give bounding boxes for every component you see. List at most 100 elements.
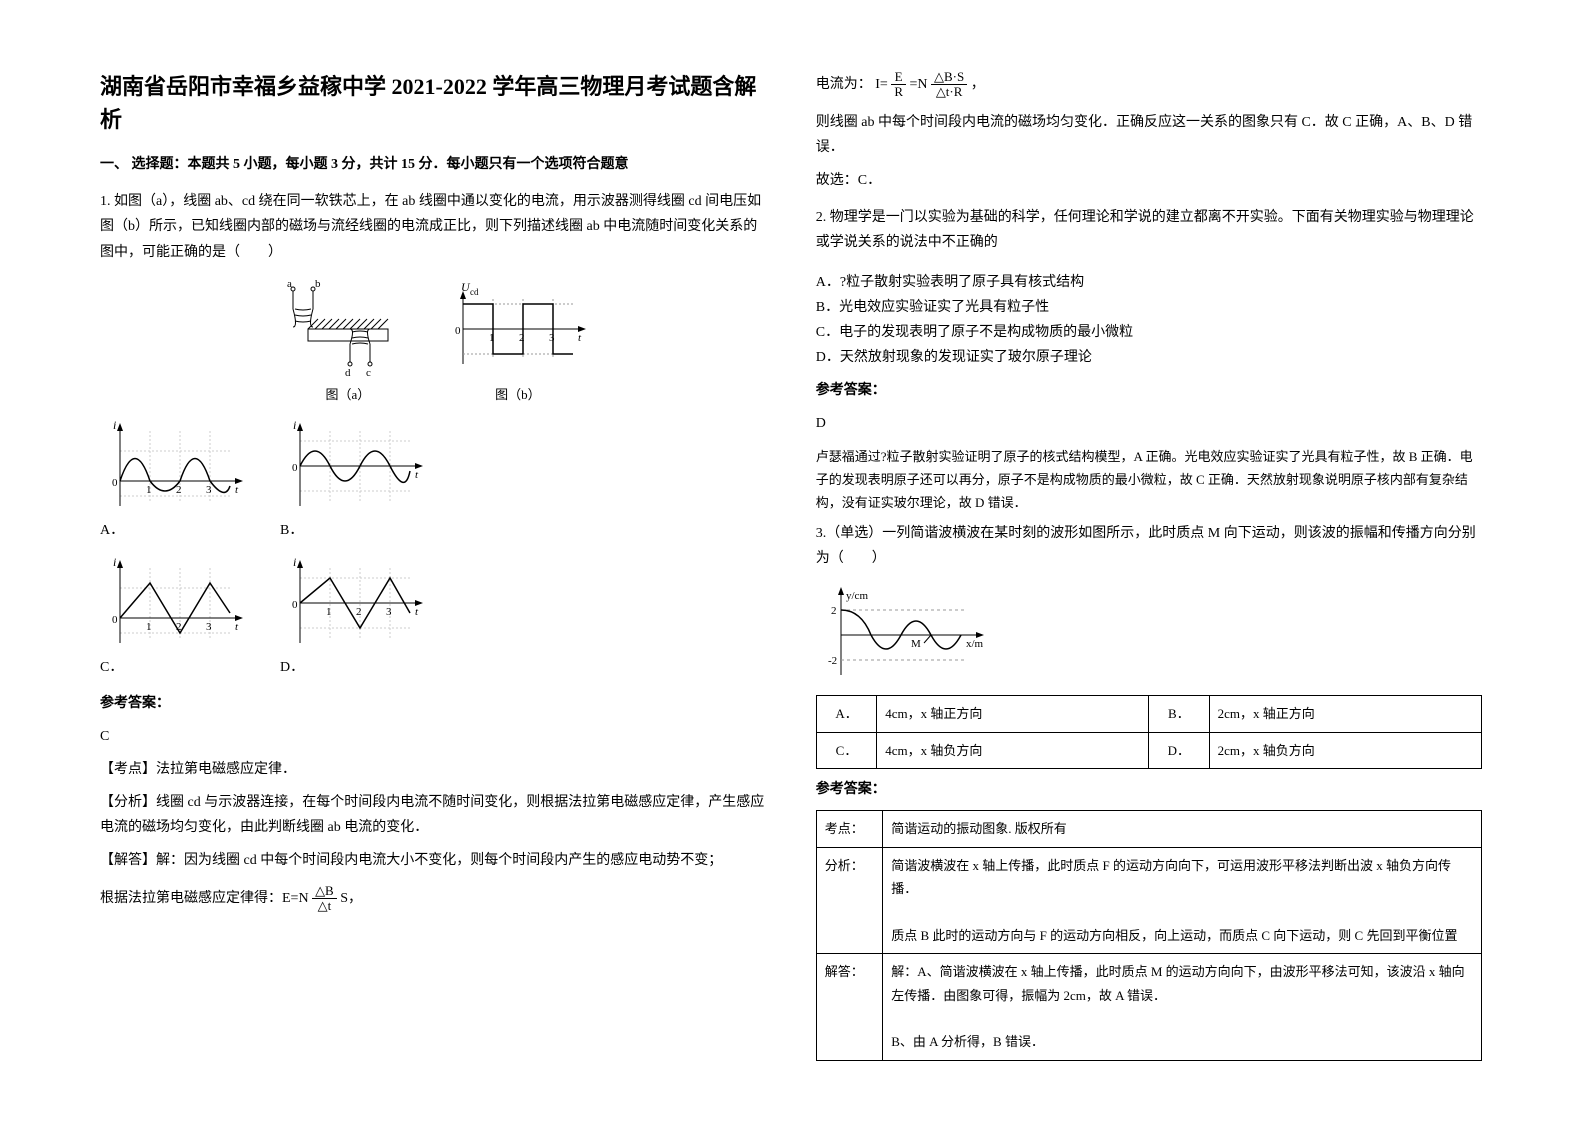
- option-d-chart-icon: 0 1 2 3 t i: [280, 553, 430, 653]
- current-formula-line: 电流为： I= E R =N △B·S △t·R ，: [816, 70, 1482, 100]
- right-column: 电流为： I= E R =N △B·S △t·R ， 则线圈 ab 中每个时间段…: [816, 70, 1482, 1052]
- q2-text: 2. 物理学是一门以实验为基础的科学，任何理论和学说的建立都离不开实验。下面有关…: [816, 205, 1482, 255]
- svg-text:-2: -2: [828, 655, 837, 667]
- svg-text:t: t: [415, 606, 419, 618]
- svg-text:M: M: [911, 638, 921, 650]
- svg-text:t: t: [578, 332, 582, 344]
- svg-text:i: i: [113, 418, 116, 432]
- q1-options-ab: 0 1 2 3 t i A．: [100, 416, 766, 543]
- current-eq1: I=: [875, 77, 888, 92]
- q3-answer-label: 参考答案：: [816, 777, 1482, 802]
- svg-text:3: 3: [206, 621, 212, 633]
- svg-text:1: 1: [146, 484, 152, 496]
- svg-text:0: 0: [112, 477, 118, 489]
- svg-text:1: 1: [326, 606, 332, 618]
- frac1-num: E: [891, 70, 906, 85]
- current-prefix: 电流为：: [816, 77, 872, 92]
- q2-opt-b: B．光电效应实验证实了光具有粒子性: [816, 295, 1482, 320]
- option-d-label: D．: [280, 655, 304, 680]
- option-a-chart-icon: 0 1 2 3 t i: [100, 416, 250, 516]
- coil-diagram-icon: a b d c: [273, 279, 423, 379]
- opt-d-text: 2cm，x 轴负方向: [1209, 732, 1481, 768]
- option-b-chart-icon: 0 t i: [280, 416, 430, 516]
- figure-a: a b d c 图（a）: [273, 279, 423, 406]
- ucd-waveform-icon: U cd 0 1 2 3: [443, 279, 593, 379]
- svg-text:0: 0: [292, 599, 298, 611]
- q2-opt-d: D．天然放射现象的发现证实了玻尔原子理论: [816, 345, 1482, 370]
- opt-a-label: A．: [816, 696, 877, 732]
- fenxi-label: 分析：: [816, 847, 882, 954]
- svg-text:0: 0: [112, 614, 118, 626]
- frac1-den: R: [891, 85, 906, 99]
- svg-text:2: 2: [176, 621, 182, 633]
- frac-num: △B: [312, 884, 337, 899]
- wave-chart-icon: y/cm x/m 2 -2 M: [816, 585, 996, 685]
- q3-wave-chart: y/cm x/m 2 -2 M: [816, 585, 1482, 685]
- section-header: 一、 选择题：本题共 5 小题，每小题 3 分，共计 15 分．每小题只有一个选…: [100, 152, 766, 177]
- q1-jieda: 【解答】解：因为线圈 cd 中每个时间段内电流大小不变化，则每个时间段内产生的感…: [100, 848, 766, 873]
- q1-options-cd: 0 1 2 3 t i C．: [100, 553, 766, 680]
- table-row: 分析： 简谐波横波在 x 轴上传播，此时质点 F 的运动方向向下，可运用波形平移…: [816, 847, 1481, 954]
- q1-guxuan: 故选：C．: [816, 168, 1482, 193]
- svg-text:2: 2: [519, 332, 525, 344]
- q2-explanation: 卢瑟福通过?粒子散射实验证明了原子的核式结构模型，A 正确。光电效应实验证实了光…: [816, 445, 1482, 515]
- svg-text:d: d: [345, 367, 351, 379]
- jieda-text: 解：A、简谐波横波在 x 轴上传播，此时质点 M 的运动方向向下，由波形平移法可…: [883, 954, 1481, 1061]
- table-row: A． 4cm，x 轴正方向 B． 2cm，x 轴正方向: [816, 696, 1481, 732]
- figure-a-label: 图（a）: [325, 383, 370, 406]
- option-a-label: A．: [100, 518, 124, 543]
- option-c-label: C．: [100, 655, 123, 680]
- jieda-label: 解答：: [816, 954, 882, 1061]
- x-axis-label: x/m: [966, 638, 984, 650]
- opt-a-text: 4cm，x 轴正方向: [877, 696, 1149, 732]
- option-d-block: 0 1 2 3 t i D．: [280, 553, 430, 680]
- kaodian-label: 考点：: [816, 811, 882, 847]
- q2-answer-label: 参考答案：: [816, 378, 1482, 403]
- svg-text:0: 0: [292, 462, 298, 474]
- svg-text:a: a: [287, 279, 292, 290]
- opt-c-label: C．: [816, 732, 877, 768]
- frac2-num: △B·S: [931, 70, 967, 85]
- current-suffix: ，: [971, 77, 985, 92]
- opt-b-label: B．: [1149, 696, 1210, 732]
- svg-text:b: b: [315, 279, 321, 290]
- q1-answer: C: [100, 724, 766, 749]
- svg-text:3: 3: [549, 332, 555, 344]
- svg-text:2: 2: [831, 605, 837, 617]
- faraday-prefix: 根据法拉第电磁感应定律得：E=N: [100, 891, 309, 906]
- svg-text:1: 1: [489, 332, 495, 344]
- option-a-block: 0 1 2 3 t i A．: [100, 416, 250, 543]
- q2-opt-c: C．电子的发现表明了原子不是构成物质的最小微粒: [816, 320, 1482, 345]
- faraday-suffix: S，: [340, 891, 362, 906]
- option-c-chart-icon: 0 1 2 3 t i: [100, 553, 250, 653]
- svg-text:i: i: [293, 418, 296, 432]
- figure-b-label: 图（b）: [495, 383, 541, 406]
- svg-text:cd: cd: [470, 287, 479, 297]
- q1-text: 1. 如图（a），线圈 ab、cd 绕在同一软铁芯上，在 ab 线圈中通以变化的…: [100, 189, 766, 265]
- option-c-block: 0 1 2 3 t i C．: [100, 553, 250, 680]
- kaodian-text: 简谐运动的振动图象. 版权所有: [883, 811, 1481, 847]
- page-title: 湖南省岳阳市幸福乡益稼中学 2021-2022 学年高三物理月考试题含解析: [100, 70, 766, 136]
- option-b-label: B．: [280, 518, 303, 543]
- svg-text:2: 2: [356, 606, 362, 618]
- svg-text:c: c: [366, 367, 371, 379]
- current-eq2: =N: [909, 77, 927, 92]
- table-row: 考点： 简谐运动的振动图象. 版权所有: [816, 811, 1481, 847]
- svg-text:i: i: [293, 555, 296, 569]
- y-axis-label: y/cm: [846, 590, 868, 602]
- opt-c-text: 4cm，x 轴负方向: [877, 732, 1149, 768]
- q2-answer: D: [816, 411, 1482, 436]
- q3-text: 3.（单选）一列简谐波横波在某时刻的波形如图所示，此时质点 M 向下运动，则该波…: [816, 521, 1482, 571]
- svg-text:3: 3: [206, 484, 212, 496]
- faraday-formula: 根据法拉第电磁感应定律得：E=N △B △t S，: [100, 884, 766, 914]
- figure-b: U cd 0 1 2 3: [443, 279, 593, 406]
- svg-text:3: 3: [386, 606, 392, 618]
- svg-text:0: 0: [455, 325, 461, 337]
- opt-b-text: 2cm，x 轴正方向: [1209, 696, 1481, 732]
- table-row: C． 4cm，x 轴负方向 D． 2cm，x 轴负方向: [816, 732, 1481, 768]
- table-row: 解答： 解：A、简谐波横波在 x 轴上传播，此时质点 M 的运动方向向下，由波形…: [816, 954, 1481, 1061]
- q1-kaodian: 【考点】法拉第电磁感应定律．: [100, 757, 766, 782]
- q1-figures: a b d c 图（a） U cd: [100, 279, 766, 406]
- svg-text:t: t: [235, 621, 239, 633]
- svg-text:t: t: [415, 469, 419, 481]
